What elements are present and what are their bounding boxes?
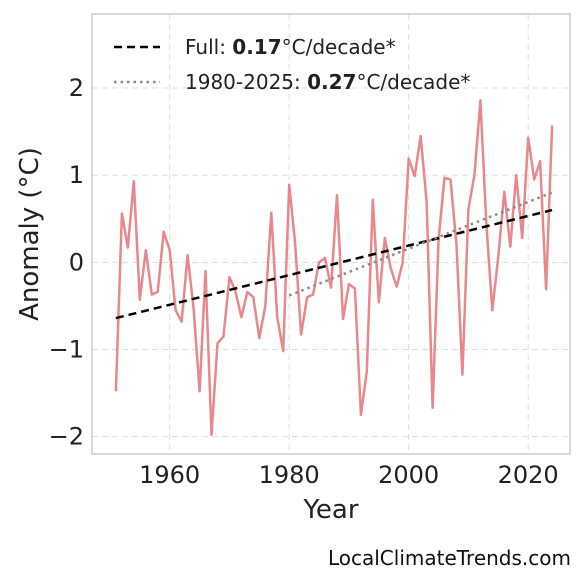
- legend-full-value: 0.17: [232, 35, 281, 59]
- watermark: LocalClimateTrends.com: [327, 546, 571, 570]
- trend-line-0: [115, 208, 553, 320]
- y-tick-label: 0: [69, 248, 84, 276]
- x-axis-label: Year: [302, 495, 358, 525]
- y-tick-label: −1: [49, 335, 84, 363]
- legend-full-suffix: °C/decade*: [282, 35, 396, 59]
- x-tick-label: 1980: [259, 461, 320, 489]
- y-tick-label: −2: [49, 423, 84, 451]
- legend-entry-full: Full: 0.17°C/decade*: [185, 35, 396, 59]
- y-tick-label: 2: [69, 74, 84, 102]
- legend-full-prefix: Full:: [185, 35, 232, 59]
- series-line-0: [114, 99, 554, 437]
- legend-entry-recent: 1980-2025: 0.27°C/decade*: [185, 70, 470, 94]
- legend: Full: 0.17°C/decade* 1980-2025: 0.27°C/d…: [114, 35, 470, 94]
- trend-layer: [115, 191, 553, 320]
- legend-recent-prefix: 1980-2025:: [185, 70, 307, 94]
- trend-line-1: [288, 191, 553, 297]
- legend-recent-suffix: °C/decade*: [356, 70, 470, 94]
- legend-recent-value: 0.27: [307, 70, 356, 94]
- x-tick-label: 2020: [498, 461, 559, 489]
- tick-labels: 1960 1980 2000 2020 −2 −1 0 1 2: [49, 74, 559, 489]
- grid: [92, 14, 570, 454]
- series-layer: [114, 99, 554, 437]
- plot-frame: [91, 13, 571, 455]
- x-tick-label: 2000: [378, 461, 439, 489]
- y-axis-label: Anomaly (°C): [15, 147, 45, 321]
- x-tick-label: 1960: [139, 461, 200, 489]
- y-tick-label: 1: [69, 161, 84, 189]
